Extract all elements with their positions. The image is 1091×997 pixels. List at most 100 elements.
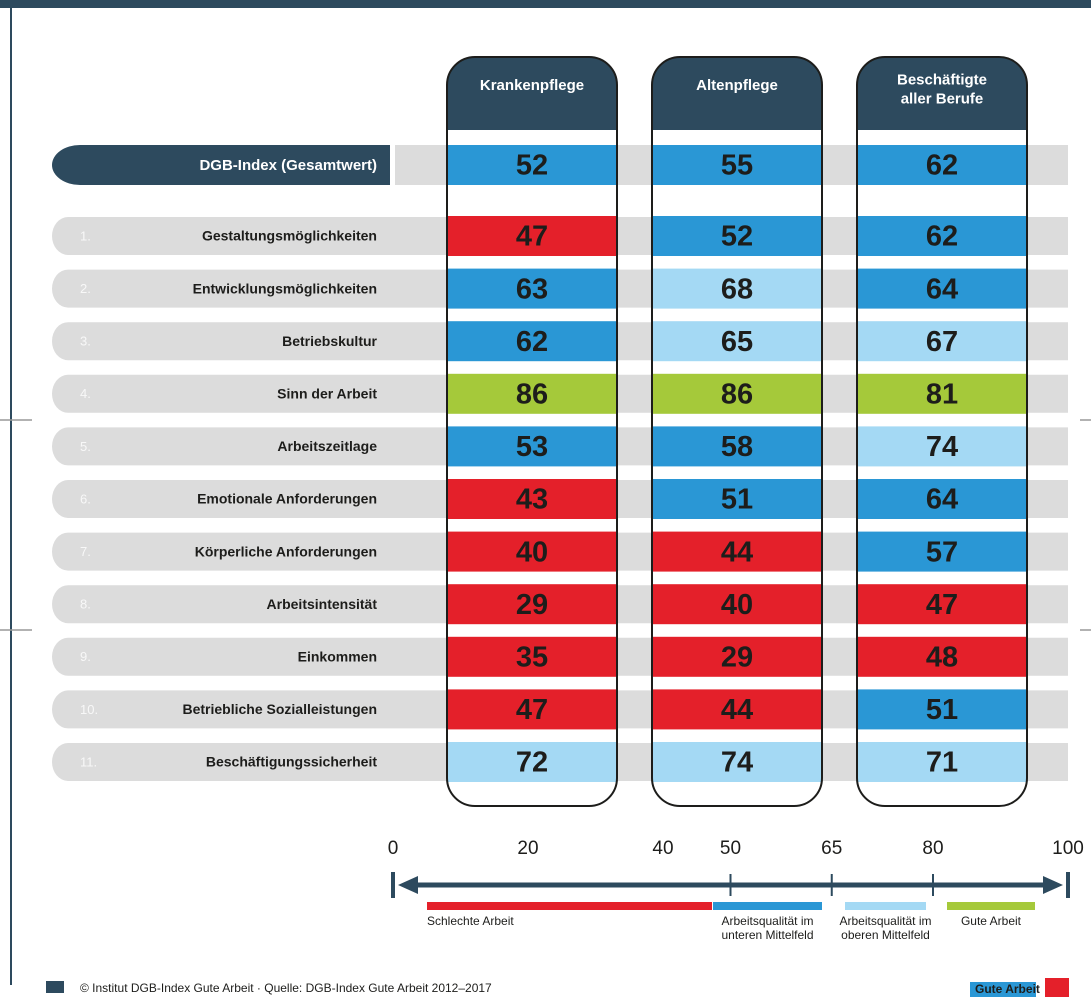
cell: [653, 216, 821, 256]
cell-value: 43: [516, 484, 548, 516]
cell: [448, 531, 616, 572]
row-label: Arbeitsintensität: [267, 596, 378, 612]
row-index: 11.: [80, 754, 97, 769]
column-border: [446, 56, 618, 807]
row-index: 2.: [80, 281, 91, 296]
cell-value: 47: [516, 694, 548, 726]
legend-swatch: [713, 902, 822, 910]
column-border: [856, 56, 1028, 807]
row-index: 6.: [80, 491, 91, 506]
cell: [858, 145, 1026, 185]
row-label: Betriebliche Sozialleistungen: [183, 701, 378, 717]
row-label: Arbeitszeitlage: [277, 438, 377, 454]
cell: [653, 268, 821, 309]
cell-value: 40: [516, 536, 548, 568]
scale-tick-label: 80: [922, 838, 943, 859]
legend-label: Gute Arbeit: [961, 914, 1022, 928]
row-index: 9.: [80, 649, 91, 664]
cell-value: 51: [721, 484, 753, 516]
scale-tick-label: 100: [1052, 838, 1084, 859]
row-label: Gestaltungsmöglichkeiten: [202, 228, 377, 244]
column-title: Krankenpflege: [480, 77, 584, 94]
legend-label: Arbeitsqualität im: [839, 914, 931, 928]
cell-value: 58: [721, 431, 753, 463]
header-bar: [0, 0, 1091, 8]
legend-swatch: [427, 902, 712, 910]
cell-value: 72: [516, 747, 548, 779]
cell: [448, 426, 616, 467]
cell-value: 47: [926, 589, 958, 621]
legend-swatch: [845, 902, 926, 910]
footer-text: © Institut DGB-Index Gute Arbeit · Quell…: [80, 981, 492, 995]
cell: [858, 426, 1026, 467]
cell-value: 52: [516, 150, 548, 182]
cell-value: 40: [721, 589, 753, 621]
row-label: Sinn der Arbeit: [277, 386, 377, 402]
cell: [858, 636, 1026, 677]
cell-value: 52: [721, 221, 753, 253]
logo-mark: [1045, 978, 1069, 997]
cell: [448, 479, 616, 519]
cell: [448, 216, 616, 256]
cell: [653, 531, 821, 572]
legend-label: unteren Mittelfeld: [721, 928, 813, 942]
scale-tick-label: 65: [821, 838, 842, 859]
cell: [858, 584, 1026, 625]
cell-value: 86: [516, 378, 548, 410]
column-header: [857, 57, 1027, 130]
cell-value: 81: [926, 378, 958, 410]
cell: [858, 268, 1026, 309]
cell-value: 55: [721, 150, 753, 182]
cell-value: 57: [926, 536, 958, 568]
row-index: 5.: [80, 439, 91, 454]
logo-bg: [970, 982, 1036, 997]
column-header: [447, 57, 617, 130]
cell-value: 74: [926, 431, 958, 463]
cell: [858, 321, 1026, 362]
cell-value: 51: [926, 694, 958, 726]
cell: [653, 742, 821, 782]
cell-value: 64: [926, 273, 958, 305]
cell: [858, 373, 1026, 414]
row-label: Entwicklungsmöglichkeiten: [193, 280, 377, 296]
cell-value: 67: [926, 326, 958, 358]
row-index: 1.: [80, 228, 91, 243]
cell: [858, 531, 1026, 572]
column-title: aller Berufe: [901, 90, 984, 107]
total-label-bg: [52, 145, 390, 185]
cell: [448, 268, 616, 309]
cell-value: 74: [721, 747, 753, 779]
cell-value: 65: [721, 326, 753, 358]
column-title: Altenpflege: [696, 77, 778, 94]
legend-label: Schlechte Arbeit: [427, 914, 514, 928]
cell-value: 86: [721, 378, 753, 410]
row-index: 8.: [80, 597, 91, 612]
row-index: 7.: [80, 544, 91, 559]
row-index: 4.: [80, 386, 91, 401]
cell: [653, 636, 821, 677]
row-label: Einkommen: [298, 649, 377, 665]
cell: [653, 373, 821, 414]
cell-value: 62: [926, 150, 958, 182]
cell-value: 35: [516, 641, 548, 673]
cell-value: 44: [721, 536, 753, 568]
legend-swatch: [947, 902, 1035, 910]
total-label-part: (Gesamtwert): [277, 157, 377, 174]
cell: [653, 584, 821, 625]
cell-value: 63: [516, 273, 548, 305]
cell: [653, 145, 821, 185]
cell: [858, 689, 1026, 730]
cell: [653, 321, 821, 362]
total-label-part: DGB-Index: [199, 157, 277, 174]
scale-arrow: [398, 876, 418, 894]
cell-value: 29: [721, 641, 753, 673]
cell: [653, 479, 821, 519]
cell: [653, 689, 821, 730]
legend-label: oberen Mittelfeld: [841, 928, 930, 942]
row-index: 10.: [80, 702, 98, 717]
cell-value: 62: [516, 326, 548, 358]
row-index: 3.: [80, 334, 91, 349]
column-header: [652, 57, 822, 130]
cell-value: 64: [926, 484, 958, 516]
